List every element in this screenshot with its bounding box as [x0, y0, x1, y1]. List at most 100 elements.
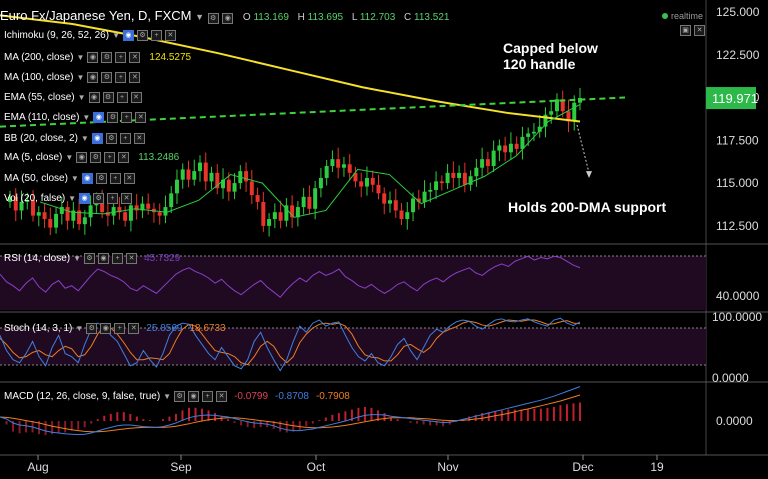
rsi-pane-label: RSI (14, close) ▼ ⚙ ◉ + ✕ 45.7329 — [4, 253, 181, 264]
chevron-down-icon[interactable]: ▼ — [82, 113, 91, 122]
rsi-overbought-band — [0, 256, 706, 310]
visibility-icon[interactable]: ◉ — [88, 92, 100, 103]
visibility-icon[interactable]: ◉ — [79, 193, 91, 204]
collapse-pane-icon[interactable]: ▣ — [680, 25, 691, 36]
visibility-icon[interactable]: ◉ — [87, 72, 99, 83]
candle-body — [88, 205, 93, 218]
close-icon[interactable]: ✕ — [135, 112, 147, 123]
rsi-add-icon[interactable]: + — [112, 253, 124, 264]
settings-icon[interactable]: ⚙ — [95, 173, 107, 184]
visibility-icon[interactable]: ◉ — [93, 112, 105, 123]
settings-icon[interactable]: ⚙ — [102, 92, 114, 103]
indicator-label: MA (200, close) — [4, 52, 74, 63]
indicator-row[interactable]: Ichimoku (9, 26, 52, 26) ▼ ◉ ⚙ + ✕ — [4, 30, 176, 41]
macd-close-icon[interactable]: ✕ — [216, 391, 228, 402]
close-icon[interactable]: ✕ — [129, 72, 141, 83]
candle-body — [318, 177, 323, 189]
indicator-row[interactable]: MA (5, close) ▼ ◉ ⚙ + ✕ 113.2486 — [4, 152, 179, 163]
close-icon[interactable]: ✕ — [130, 92, 142, 103]
indicator-label: MA (5, close) — [4, 152, 63, 163]
indicator-row[interactable]: MA (200, close) ▼ ◉ ⚙ + ✕ 124.5275 — [4, 52, 191, 63]
settings-icon[interactable]: ⚙ — [136, 30, 148, 41]
add-icon[interactable]: + — [116, 92, 128, 103]
candle-body — [485, 159, 490, 166]
annotation-capped: Capped below 120 handle — [503, 40, 598, 72]
macd-add-icon[interactable]: + — [202, 391, 214, 402]
candle-body — [8, 196, 12, 202]
indicator-row[interactable]: MA (50, close) ▼ ◉ ⚙ + ✕ — [4, 173, 135, 184]
stoch-close-icon[interactable]: ✕ — [128, 323, 140, 334]
chevron-down-icon[interactable]: ▼ — [80, 134, 89, 143]
macd-visibility-icon[interactable]: ◉ — [188, 391, 200, 402]
chevron-down-icon[interactable]: ▼ — [76, 73, 85, 82]
candle-body — [146, 203, 151, 209]
settings-icon[interactable]: ⚙ — [90, 152, 102, 163]
indicator-row[interactable]: EMA (55, close) ▼ ◉ ⚙ + ✕ — [4, 92, 142, 103]
chevron-down-icon[interactable]: ▼ — [65, 153, 74, 162]
add-icon[interactable]: + — [115, 52, 127, 63]
visibility-icon[interactable]: ◉ — [87, 52, 99, 63]
chevron-down-icon[interactable]: ▼ — [76, 53, 85, 62]
candle-body — [123, 212, 128, 221]
settings-icon[interactable]: ⚙ — [101, 52, 113, 63]
add-icon[interactable]: + — [121, 112, 133, 123]
add-icon[interactable]: + — [119, 133, 131, 144]
indicator-row[interactable]: MA (100, close) ▼ ◉ ⚙ + ✕ — [4, 72, 141, 83]
settings-icon[interactable]: ⚙ — [207, 13, 219, 24]
candle-body — [111, 207, 116, 216]
chevron-down-icon[interactable]: ▼ — [68, 194, 77, 203]
rsi-close-icon[interactable]: ✕ — [126, 253, 138, 264]
candle-body — [549, 111, 554, 115]
candle-body — [180, 169, 185, 180]
settings-icon[interactable]: ⚙ — [105, 133, 117, 144]
stoch-visibility-icon[interactable]: ◉ — [100, 323, 112, 334]
symbol-dropdown-icon[interactable]: ▼ — [195, 12, 205, 22]
visibility-icon[interactable]: ◉ — [222, 13, 234, 24]
settings-icon[interactable]: ⚙ — [93, 193, 105, 204]
close-icon[interactable]: ✕ — [164, 30, 176, 41]
indicator-row[interactable]: BB (20, close, 2) ▼ ◉ ⚙ + ✕ — [4, 133, 145, 144]
macd-settings-icon[interactable]: ⚙ — [174, 391, 186, 402]
stoch-tick-label: 0.0000 — [712, 371, 749, 385]
macd-line-value: -0.8708 — [275, 391, 309, 402]
add-icon[interactable]: + — [109, 173, 121, 184]
candle-body — [336, 159, 341, 168]
annotation-holds-support: Holds 200-DMA support — [508, 199, 667, 215]
stoch-add-icon[interactable]: + — [114, 323, 126, 334]
visibility-icon[interactable]: ◉ — [91, 133, 103, 144]
close-icon[interactable]: ✕ — [123, 173, 135, 184]
close-icon[interactable]: ✕ — [133, 133, 145, 144]
close-icon[interactable]: ✕ — [118, 152, 130, 163]
rsi-settings-icon[interactable]: ⚙ — [84, 253, 96, 264]
chevron-down-icon[interactable]: ▼ — [70, 174, 79, 183]
candle-body — [370, 177, 375, 185]
indicator-row[interactable]: EMA (110, close) ▼ ◉ ⚙ + ✕ — [4, 112, 147, 123]
indicator-row[interactable]: Vol (20, false) ▼ ◉ ⚙ + ✕ — [4, 193, 133, 204]
candle-body — [434, 181, 439, 190]
indicator-label: Ichimoku (9, 26, 52, 26) — [4, 30, 110, 41]
visibility-icon[interactable]: ◉ — [76, 152, 88, 163]
candle-body — [272, 212, 277, 220]
candle-body — [278, 212, 283, 221]
settings-icon[interactable]: ⚙ — [101, 72, 113, 83]
close-pane-icon[interactable]: ✕ — [694, 25, 705, 36]
add-icon[interactable]: + — [115, 72, 127, 83]
candle-body — [48, 219, 53, 228]
add-icon[interactable]: + — [150, 30, 162, 41]
add-icon[interactable]: + — [104, 152, 116, 163]
candle-body — [244, 171, 249, 182]
visibility-icon[interactable]: ◉ — [122, 30, 134, 41]
visibility-icon[interactable]: ◉ — [81, 173, 93, 184]
candle-body — [226, 179, 231, 192]
symbol-title[interactable]: Euro Fx/Japanese Yen, D, FXCM — [0, 8, 192, 23]
candle-body — [520, 136, 525, 149]
chevron-down-icon[interactable]: ▼ — [77, 93, 86, 102]
close-icon[interactable]: ✕ — [129, 52, 141, 63]
add-icon[interactable]: + — [107, 193, 119, 204]
rsi-visibility-icon[interactable]: ◉ — [98, 253, 110, 264]
settings-icon[interactable]: ⚙ — [107, 112, 119, 123]
chevron-down-icon[interactable]: ▼ — [112, 31, 120, 40]
stoch-settings-icon[interactable]: ⚙ — [86, 323, 98, 334]
close-icon[interactable]: ✕ — [121, 193, 133, 204]
